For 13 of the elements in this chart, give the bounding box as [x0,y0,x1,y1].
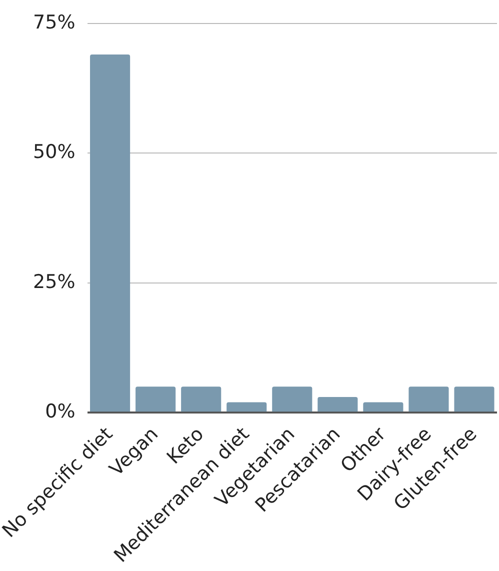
y-tick-label: 25% [33,270,76,293]
y-tick-label: 75% [33,11,76,34]
bar [272,386,312,412]
bar [318,397,358,412]
bar [226,402,267,412]
bar [363,402,404,412]
y-tick-label: 50% [33,141,76,164]
y-tick-label: 0% [45,400,76,423]
bar [90,54,130,412]
bar [408,386,449,412]
bar [181,386,222,412]
bar [136,386,176,412]
bar [454,386,494,412]
